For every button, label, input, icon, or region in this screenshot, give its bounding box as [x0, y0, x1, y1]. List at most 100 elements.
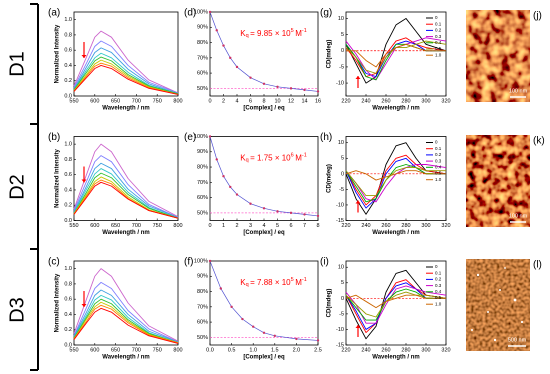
data-point: [303, 88, 306, 92]
data-point: [208, 259, 212, 263]
data-point: [215, 158, 218, 161]
legend-label: 0.3: [435, 158, 442, 163]
x-tick-label: 1.5: [271, 347, 279, 353]
series-line: [73, 294, 179, 344]
x-tick-label: 8: [262, 98, 265, 104]
y-tick-label: 0: [341, 296, 344, 302]
x-tick-label: 700: [132, 98, 141, 104]
x-tick-label: 7: [303, 223, 306, 229]
y-tick-label: 90%: [197, 274, 208, 280]
x-tick-label: 600: [90, 347, 99, 353]
y-tick-label: 0.0: [64, 93, 72, 99]
legend-label: 0.4: [435, 40, 442, 45]
series-line: [345, 282, 446, 330]
series-line: [73, 181, 179, 219]
y-tick-label: 0: [341, 48, 344, 54]
annotation-part: -1: [302, 153, 307, 159]
y-tick-label: 10: [338, 140, 344, 146]
y-tick-label: 1.0: [64, 266, 72, 272]
y-tick-label: 0: [341, 171, 344, 177]
y-tick-label: 1.0: [64, 142, 72, 148]
y-axis-label: Normalized Intensity: [55, 149, 61, 208]
y-tick-label: -15: [336, 218, 344, 224]
x-tick-label: 260: [381, 223, 390, 229]
series-line: [73, 268, 179, 342]
arrow-head: [81, 55, 87, 58]
row-label: D1: [6, 51, 28, 77]
data-point: [289, 211, 293, 215]
x-tick-label: 0.0: [206, 347, 214, 353]
annotation: Kq = 1.75 × 106 M-1: [240, 153, 307, 164]
x-tick-label: 280: [401, 347, 410, 353]
arrow-head: [355, 200, 361, 204]
series-line: [73, 62, 179, 95]
series-line: [73, 56, 179, 95]
x-tick-label: 550: [69, 223, 78, 229]
panel-label: (e): [184, 132, 196, 143]
series-line: [73, 30, 179, 94]
annotation-part: = 9.85 × 10: [250, 29, 291, 38]
x-tick-label: 0: [208, 223, 211, 229]
panel-label: (l): [533, 260, 542, 271]
y-tick-label: 0.6: [64, 48, 72, 54]
series-line: [209, 260, 319, 341]
y-tick-label: 60%: [197, 71, 208, 77]
panel-label: (d): [184, 8, 196, 19]
y-tick-label: 50%: [197, 210, 208, 216]
x-tick-label: 16: [315, 98, 321, 104]
series-line: [345, 279, 447, 334]
y-axis-label: Normalized Intensity: [55, 24, 61, 83]
y-tick-label: 0.2: [64, 327, 72, 333]
legend-label: 0.4: [435, 289, 442, 294]
y-tick-label: 1.0: [64, 17, 72, 23]
series-line: [73, 40, 179, 94]
series-line: [345, 37, 447, 81]
data-point: [208, 10, 212, 14]
plot-frame: [73, 136, 179, 221]
legend-label: 0: [435, 140, 438, 145]
y-axis-label: Normalized Intensity: [55, 273, 61, 332]
x-tick-label: 650: [111, 223, 120, 229]
legend-label: 0.3: [435, 34, 442, 39]
y-tick-label: 100%: [194, 134, 208, 140]
x-tick-label: 220: [341, 347, 350, 353]
x-tick-label: 300: [421, 223, 430, 229]
legend-label: 1.0: [435, 177, 442, 182]
y-tick-label: -5: [339, 64, 344, 70]
data-point: [316, 90, 320, 93]
x-tick-label: 750: [153, 98, 162, 104]
annotation-part: = 1.75 × 10: [250, 154, 291, 163]
scale-label: 500 nm: [508, 337, 527, 343]
plot-frame: [73, 11, 179, 97]
x-tick-label: 8: [316, 223, 319, 229]
scale-label: 100 nm: [509, 213, 528, 219]
y-tick-label: 0.0: [64, 342, 72, 348]
plot-frame: [73, 260, 179, 346]
series-line: [73, 307, 179, 344]
y-tick-label: -15: [336, 342, 344, 348]
legend-label: 0.5: [435, 171, 442, 176]
y-axis-label: CD(mdeg): [327, 289, 333, 318]
series-line: [73, 168, 179, 219]
series-line: [345, 157, 446, 209]
y-tick-label: 5: [341, 280, 344, 286]
series-line: [73, 301, 179, 344]
annotation-part: K: [240, 29, 246, 38]
y-tick-label: 70%: [197, 304, 208, 310]
annotation-part: -1: [302, 277, 307, 283]
x-axis-label: Wavelength / nm: [372, 355, 419, 361]
x-tick-label: 6: [289, 223, 292, 229]
data-point: [222, 44, 225, 47]
y-tick-label: 80%: [197, 289, 208, 295]
y-tick-label: 50%: [197, 335, 208, 341]
x-tick-label: 14: [301, 98, 307, 104]
panel-label: (k): [533, 136, 545, 147]
data-point: [229, 56, 232, 60]
annotation-part: K: [240, 154, 246, 163]
y-tick-label: -10: [336, 202, 344, 208]
series-line: [73, 162, 179, 218]
data-point: [219, 287, 222, 290]
y-tick-label: 80%: [197, 40, 208, 46]
annotation-part: 6: [291, 153, 294, 159]
